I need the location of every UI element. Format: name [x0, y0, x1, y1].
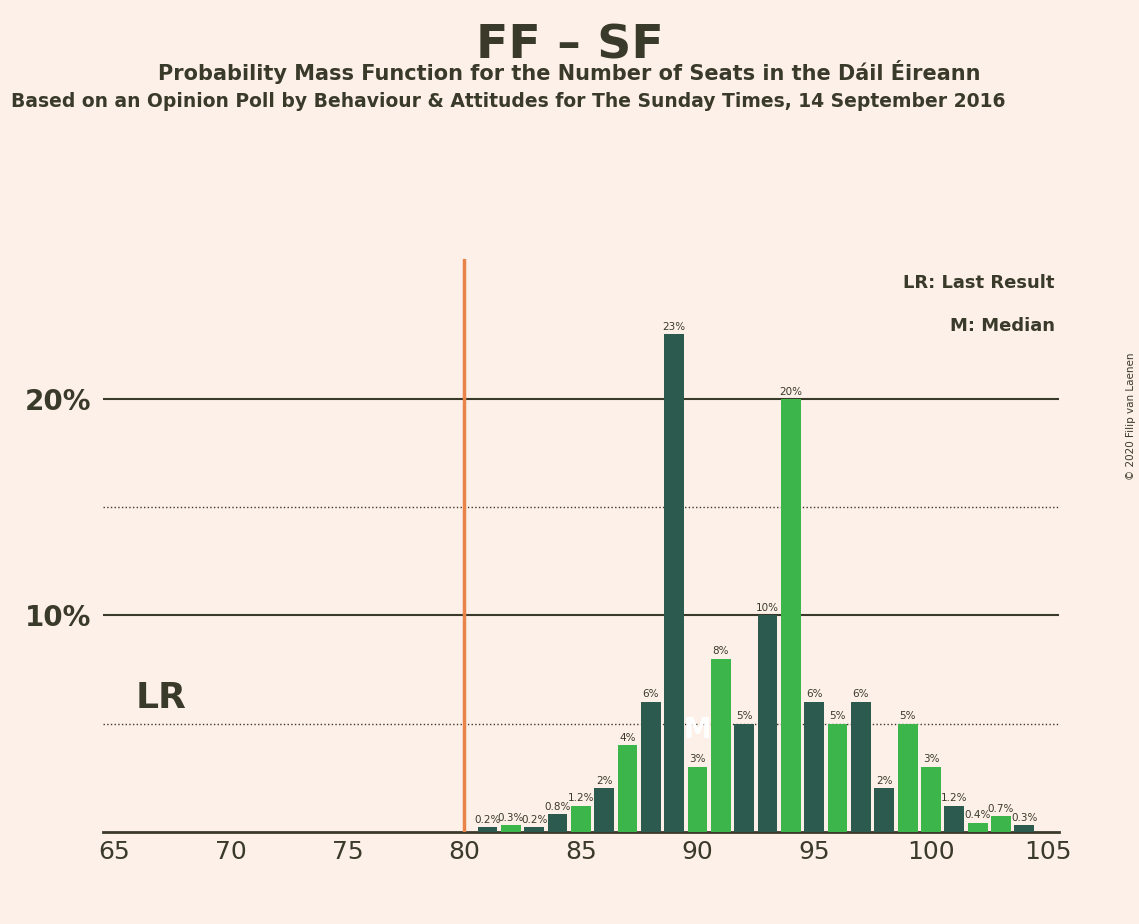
Bar [735, 723, 754, 832]
Bar [595, 788, 614, 832]
Text: 6%: 6% [853, 689, 869, 699]
Bar [524, 827, 544, 832]
Bar [501, 825, 521, 832]
Bar [851, 702, 871, 832]
Text: 4%: 4% [620, 733, 636, 743]
Text: 2%: 2% [876, 776, 893, 785]
Text: 8%: 8% [713, 646, 729, 656]
Bar [711, 659, 731, 832]
Text: 6%: 6% [642, 689, 659, 699]
Bar [875, 788, 894, 832]
Text: 1.2%: 1.2% [567, 793, 595, 803]
Text: 0.4%: 0.4% [965, 810, 991, 821]
Bar [968, 823, 988, 832]
Text: 0.2%: 0.2% [521, 815, 548, 825]
Text: 0.8%: 0.8% [544, 802, 571, 811]
Text: Probability Mass Function for the Number of Seats in the Dáil Éireann: Probability Mass Function for the Number… [158, 60, 981, 84]
Text: Based on an Opinion Poll by Behaviour & Attitudes for The Sunday Times, 14 Septe: Based on an Opinion Poll by Behaviour & … [11, 92, 1006, 112]
Text: 2%: 2% [596, 776, 613, 785]
Bar [781, 399, 801, 832]
Text: FF – SF: FF – SF [476, 23, 663, 68]
Bar [757, 615, 778, 832]
Text: M: Median: M: Median [950, 317, 1055, 335]
Text: 0.3%: 0.3% [1011, 812, 1038, 822]
Text: 1.2%: 1.2% [941, 793, 967, 803]
Bar [664, 334, 685, 832]
Text: 3%: 3% [689, 754, 706, 764]
Text: 3%: 3% [923, 754, 940, 764]
Bar [991, 817, 1010, 832]
Text: LR: LR [136, 681, 187, 714]
Text: 6%: 6% [806, 689, 822, 699]
Bar [828, 723, 847, 832]
Bar [804, 702, 825, 832]
Text: 0.3%: 0.3% [498, 812, 524, 822]
Bar [688, 767, 707, 832]
Text: 10%: 10% [756, 602, 779, 613]
Bar [571, 806, 591, 832]
Text: 5%: 5% [829, 711, 846, 721]
Bar [617, 745, 638, 832]
Bar [898, 723, 918, 832]
Text: 0.7%: 0.7% [988, 804, 1014, 814]
Bar [641, 702, 661, 832]
Text: LR: Last Result: LR: Last Result [903, 274, 1055, 292]
Bar [477, 827, 498, 832]
Text: 20%: 20% [779, 386, 802, 396]
Text: © 2020 Filip van Laenen: © 2020 Filip van Laenen [1126, 352, 1136, 480]
Text: M: M [683, 716, 712, 744]
Bar [921, 767, 941, 832]
Text: 0.2%: 0.2% [474, 815, 501, 825]
Bar [1015, 825, 1034, 832]
Bar [548, 814, 567, 832]
Text: 5%: 5% [900, 711, 916, 721]
Bar [944, 806, 965, 832]
Text: 23%: 23% [663, 322, 686, 332]
Text: 5%: 5% [736, 711, 753, 721]
